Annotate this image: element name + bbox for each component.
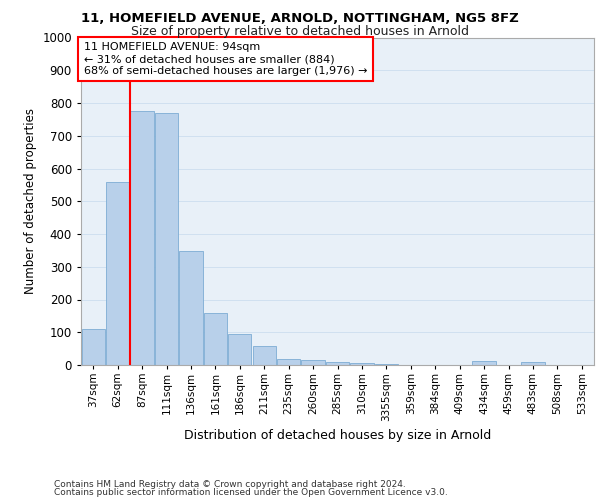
Bar (301, 360, 325, 365)
Y-axis label: Number of detached properties: Number of detached properties (24, 108, 37, 294)
Bar (155, 113, 178, 365)
Bar (204, 312, 227, 365)
Bar (326, 362, 349, 365)
Text: 11 HOMEFIELD AVENUE: 94sqm
← 31% of detached houses are smaller (884)
68% of sem: 11 HOMEFIELD AVENUE: 94sqm ← 31% of deta… (83, 42, 367, 76)
Text: Contains public sector information licensed under the Open Government Licence v3: Contains public sector information licen… (54, 488, 448, 497)
Text: Size of property relative to detached houses in Arnold: Size of property relative to detached ho… (131, 25, 469, 38)
Bar (375, 364, 398, 365)
Bar (521, 362, 545, 365)
Bar (228, 334, 251, 365)
Bar (472, 361, 496, 365)
Bar (277, 359, 300, 365)
Bar (130, 111, 154, 365)
Bar (82, 329, 105, 365)
Bar (106, 182, 129, 365)
Bar (253, 346, 276, 365)
Text: 11, HOMEFIELD AVENUE, ARNOLD, NOTTINGHAM, NG5 8FZ: 11, HOMEFIELD AVENUE, ARNOLD, NOTTINGHAM… (81, 12, 519, 24)
Bar (350, 364, 374, 365)
Bar (179, 252, 203, 365)
X-axis label: Distribution of detached houses by size in Arnold: Distribution of detached houses by size … (184, 429, 491, 442)
Text: Contains HM Land Registry data © Crown copyright and database right 2024.: Contains HM Land Registry data © Crown c… (54, 480, 406, 489)
